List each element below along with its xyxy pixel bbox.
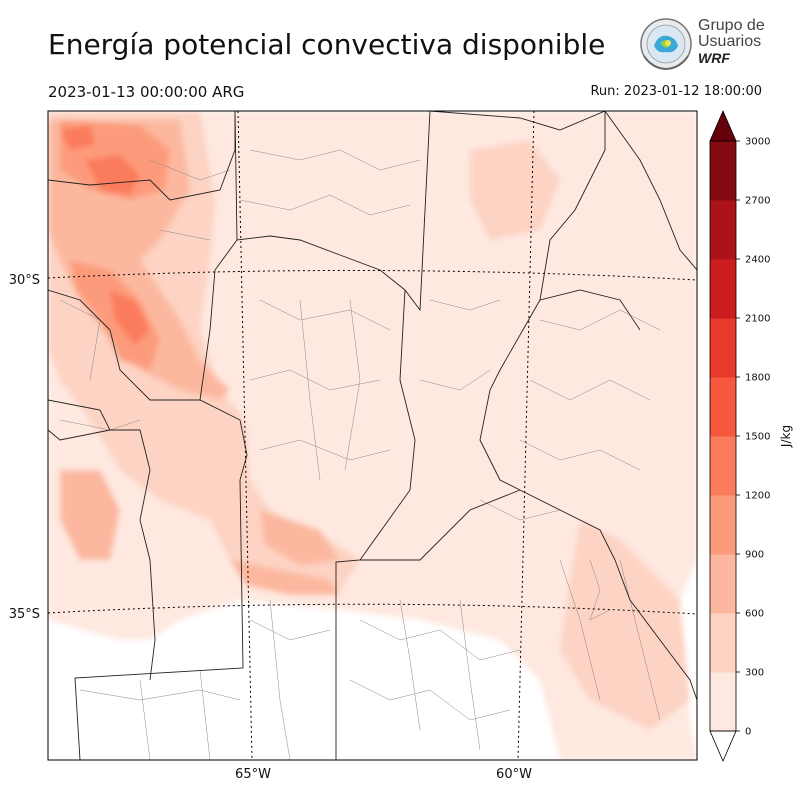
department-border xyxy=(249,619,331,641)
department-border xyxy=(429,299,501,311)
department-border xyxy=(619,559,661,721)
colorbar-bin xyxy=(710,141,736,201)
latitude-line-35s xyxy=(48,603,697,615)
department-border xyxy=(419,369,491,391)
colorbar-over-extension xyxy=(709,109,737,142)
cape-field-level-1200 xyxy=(60,125,95,150)
longitude-line-60w xyxy=(517,111,535,760)
department-border xyxy=(459,599,481,751)
wrf-globe-logo xyxy=(640,18,692,71)
run-time: Run: 2023-01-12 18:00:00 xyxy=(590,84,762,99)
province-border xyxy=(110,429,156,681)
lon-label-60w: 60°W xyxy=(496,767,532,782)
colorbar-tick-label: 600 xyxy=(745,609,764,620)
colorbar-bin xyxy=(710,554,736,614)
department-border xyxy=(399,599,421,731)
province-border xyxy=(479,299,616,561)
colorbar-tick-label: 2400 xyxy=(745,255,770,266)
colorbar-bin xyxy=(710,495,736,555)
cape-field-level-300 xyxy=(470,140,560,240)
latitude-line-30s xyxy=(48,269,697,281)
colorbar-bin xyxy=(710,672,736,732)
logo-line-3: WRF xyxy=(698,50,730,66)
department-border xyxy=(519,439,641,471)
colorbar: 0 300 600 900 1200 1500 1800 2100 2400 2700 3000 xyxy=(709,109,770,763)
colorbar-bin xyxy=(710,259,736,319)
colorbar-tick-label: 1500 xyxy=(745,432,770,443)
department-border xyxy=(249,149,421,171)
province-border xyxy=(234,111,431,312)
map-frame xyxy=(47,110,698,761)
grupo-usuarios-wrf-logo: Grupo de Usuarios WRF xyxy=(638,16,768,74)
department-border xyxy=(259,439,391,461)
province-border xyxy=(429,111,641,331)
lon-label-65w: 65°W xyxy=(235,767,271,782)
graticule xyxy=(48,111,697,760)
logo-line-2: Usuarios xyxy=(698,33,762,50)
department-border xyxy=(249,369,381,391)
department-border xyxy=(529,379,651,401)
cape-field-level-1200 xyxy=(110,290,150,345)
province-border xyxy=(360,489,521,561)
longitude-line-65w xyxy=(237,111,253,760)
valid-time: 2023-01-13 00:00:00 ARG xyxy=(48,83,245,101)
colorbar-bin xyxy=(710,613,736,673)
logo-line-1: Grupo de xyxy=(698,17,765,34)
colorbar-bin xyxy=(710,377,736,437)
province-border xyxy=(335,289,416,760)
province-border xyxy=(614,559,697,701)
cape-field-level-300 xyxy=(560,520,690,730)
colorbar-tick-label: 2100 xyxy=(745,314,770,325)
department-border xyxy=(159,229,211,241)
logo-text: Grupo de Usuarios WRF xyxy=(698,17,765,67)
province-border xyxy=(604,111,697,271)
department-border xyxy=(79,689,241,701)
department-border xyxy=(259,299,391,331)
department-border xyxy=(299,299,321,481)
department-border xyxy=(559,559,601,701)
colorbar-tick-label: 3000 xyxy=(745,137,770,148)
province-border xyxy=(199,239,238,401)
colorbar-tick-label: 2700 xyxy=(745,196,770,207)
colorbar-tick-label: 300 xyxy=(745,668,764,679)
department-border xyxy=(139,679,151,760)
colorbar-tick-label: 0 xyxy=(745,727,751,738)
department-border xyxy=(589,559,611,621)
colorbar-tick-label: 1200 xyxy=(745,491,770,502)
department-border xyxy=(239,194,411,216)
department-borders xyxy=(59,149,661,760)
cape-field-level-1200 xyxy=(85,155,140,195)
colorbar-under-extension xyxy=(709,730,737,763)
colorbar-bin xyxy=(710,200,736,260)
colorbar-bin xyxy=(710,318,736,378)
colorbar-units: J/kg xyxy=(779,425,793,448)
cape-field-level-600 xyxy=(260,510,340,565)
department-border xyxy=(344,299,361,471)
department-border xyxy=(199,669,211,760)
department-border xyxy=(539,309,661,331)
colorbar-tick-label: 900 xyxy=(745,550,764,561)
department-border xyxy=(349,679,511,721)
province-border xyxy=(48,111,236,201)
cape-field-level-600 xyxy=(60,470,120,560)
map-title: Energía potencial convectiva disponible xyxy=(48,28,606,61)
province-borders xyxy=(48,111,697,760)
department-border xyxy=(269,599,291,760)
colorbar-bin xyxy=(710,436,736,496)
province-border xyxy=(48,289,248,760)
cape-field-level-600 xyxy=(230,560,340,595)
colorbar-tick-label: 1800 xyxy=(745,373,770,384)
lat-label-35s: 35°S xyxy=(9,607,40,622)
department-border xyxy=(359,619,521,661)
lat-label-30s: 30°S xyxy=(9,273,40,288)
department-border xyxy=(149,159,231,181)
